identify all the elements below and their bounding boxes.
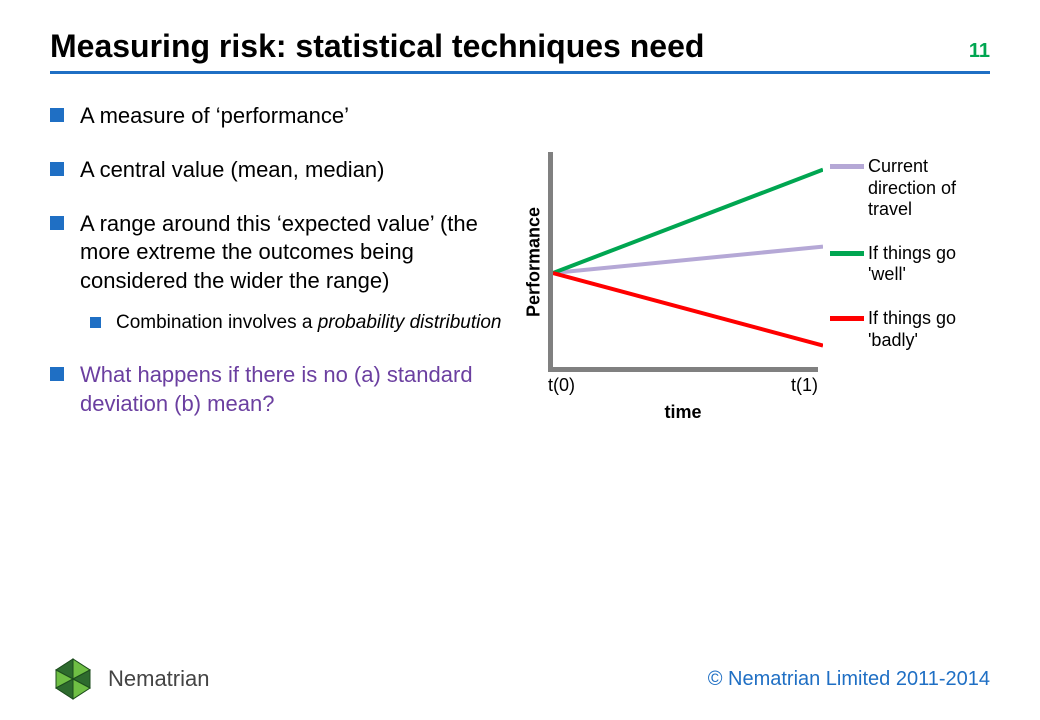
chart-xlabel: time bbox=[548, 402, 818, 423]
legend-swatch bbox=[830, 251, 864, 256]
page-number: 11 bbox=[969, 40, 990, 63]
chart-series-line bbox=[553, 247, 823, 273]
chart-ylabel-wrap: Performance bbox=[520, 152, 548, 372]
chart-legend: Current direction of travel If things go … bbox=[830, 152, 988, 373]
legend-label: If things go 'well' bbox=[868, 243, 988, 286]
chart-series-line bbox=[553, 170, 823, 273]
legend-label: If things go 'badly' bbox=[868, 308, 988, 351]
xtick-t1: t(1) bbox=[791, 375, 818, 396]
chart-ylabel: Performance bbox=[524, 207, 545, 317]
bullet-item-2: A range around this ‘expected value’ (th… bbox=[50, 210, 510, 294]
legend-item: If things go 'badly' bbox=[830, 308, 988, 351]
legend-swatch bbox=[830, 316, 864, 321]
bullet-item-0: A measure of ‘performance’ bbox=[50, 102, 510, 130]
slide-body: A measure of ‘performance’ A central valu… bbox=[50, 102, 990, 444]
chart-lines-svg bbox=[553, 152, 823, 372]
copyright-text: © Nematrian Limited 2011-2014 bbox=[708, 668, 990, 691]
slide: Measuring risk: statistical techniques n… bbox=[0, 0, 1040, 720]
brand-block: Nematrian bbox=[50, 656, 209, 702]
chart-xticks: t(0) t(1) bbox=[548, 373, 818, 396]
slide-footer: Nematrian © Nematrian Limited 2011-2014 bbox=[0, 656, 1040, 702]
legend-item: If things go 'well' bbox=[830, 243, 988, 286]
bullet-list: A measure of ‘performance’ A central valu… bbox=[50, 102, 510, 444]
bullet-item-1: A central value (mean, median) bbox=[50, 156, 510, 184]
legend-label: Current direction of travel bbox=[868, 156, 988, 221]
nematrian-logo-icon bbox=[50, 656, 96, 702]
chart-plot-area bbox=[548, 152, 818, 372]
bullet-item-3: Combination involves a probability distr… bbox=[50, 311, 510, 336]
legend-swatch bbox=[830, 164, 864, 169]
xtick-t0: t(0) bbox=[548, 375, 575, 396]
bullet-item-4: What happens if there is no (a) standard… bbox=[50, 361, 510, 417]
legend-item: Current direction of travel bbox=[830, 156, 988, 221]
slide-title: Measuring risk: statistical techniques n… bbox=[50, 28, 704, 65]
performance-chart: Performance Current direction of travel I… bbox=[520, 102, 990, 444]
slide-header: Measuring risk: statistical techniques n… bbox=[50, 28, 990, 74]
brand-name: Nematrian bbox=[108, 666, 209, 692]
chart-series-line bbox=[553, 273, 823, 346]
